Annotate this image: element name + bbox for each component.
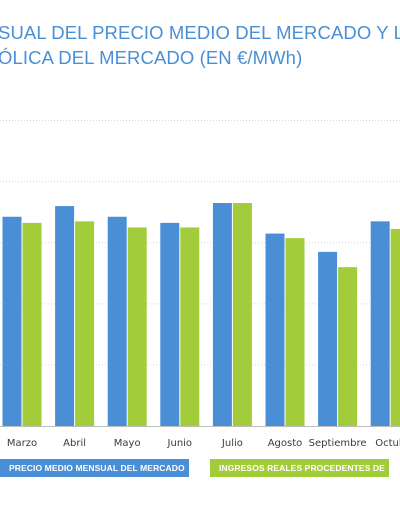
legend-swatch-blue: [0, 459, 6, 477]
bar-ingresos-reales: [127, 227, 147, 426]
bar-ingresos-reales: [232, 203, 252, 426]
legend-label-ingresos-reales: INGRESOS REALES PROCEDENTES DE: [216, 459, 389, 477]
chart-title: SUAL DEL PRECIO MEDIO DEL MERCADO Y LOS …: [0, 20, 400, 70]
x-tick-label: Abril: [63, 438, 86, 449]
legend-item-precio-medio: PRECIO MEDIO MENSUAL DEL MERCADO: [0, 459, 189, 477]
bar-ingresos-reales: [390, 228, 400, 426]
bar-precio-medio: [55, 206, 75, 426]
legend-item-ingresos-reales: INGRESOS REALES PROCEDENTES DE: [210, 459, 389, 477]
chart-title-line-2: ÓLICA DEL MERCADO (EN €/MWh): [0, 47, 303, 68]
bar-ingresos-reales: [22, 222, 42, 426]
bar-ingresos-reales: [75, 221, 95, 426]
bar-precio-medio: [160, 222, 180, 426]
x-tick-label: Junio: [167, 438, 193, 449]
legend-swatch-green: [210, 459, 216, 477]
bar-precio-medio: [212, 203, 232, 426]
bar-ingresos-reales: [338, 267, 358, 426]
x-tick-label: Marzo: [7, 438, 37, 449]
x-tick-label: Julio: [221, 438, 243, 449]
chart-legend: PRECIO MEDIO MENSUAL DEL MERCADO INGRESO…: [0, 459, 400, 477]
bar-precio-medio: [318, 251, 338, 426]
x-tick-label: Septiembre: [309, 438, 367, 449]
bar-ingresos-reales: [180, 227, 200, 426]
x-tick-label: Mayo: [114, 438, 141, 449]
bar-precio-medio: [265, 233, 285, 426]
chart-title-line-1: SUAL DEL PRECIO MEDIO DEL MERCADO Y LOS: [0, 22, 400, 43]
x-tick-label: Octub: [375, 438, 400, 449]
bar-precio-medio: [370, 221, 390, 426]
bar-ingresos-reales: [285, 238, 305, 426]
bar-precio-medio: [107, 216, 127, 426]
bar-precio-medio: [2, 216, 22, 426]
x-tick-label: Agosto: [268, 438, 303, 449]
legend-label-precio-medio: PRECIO MEDIO MENSUAL DEL MERCADO: [6, 459, 189, 477]
